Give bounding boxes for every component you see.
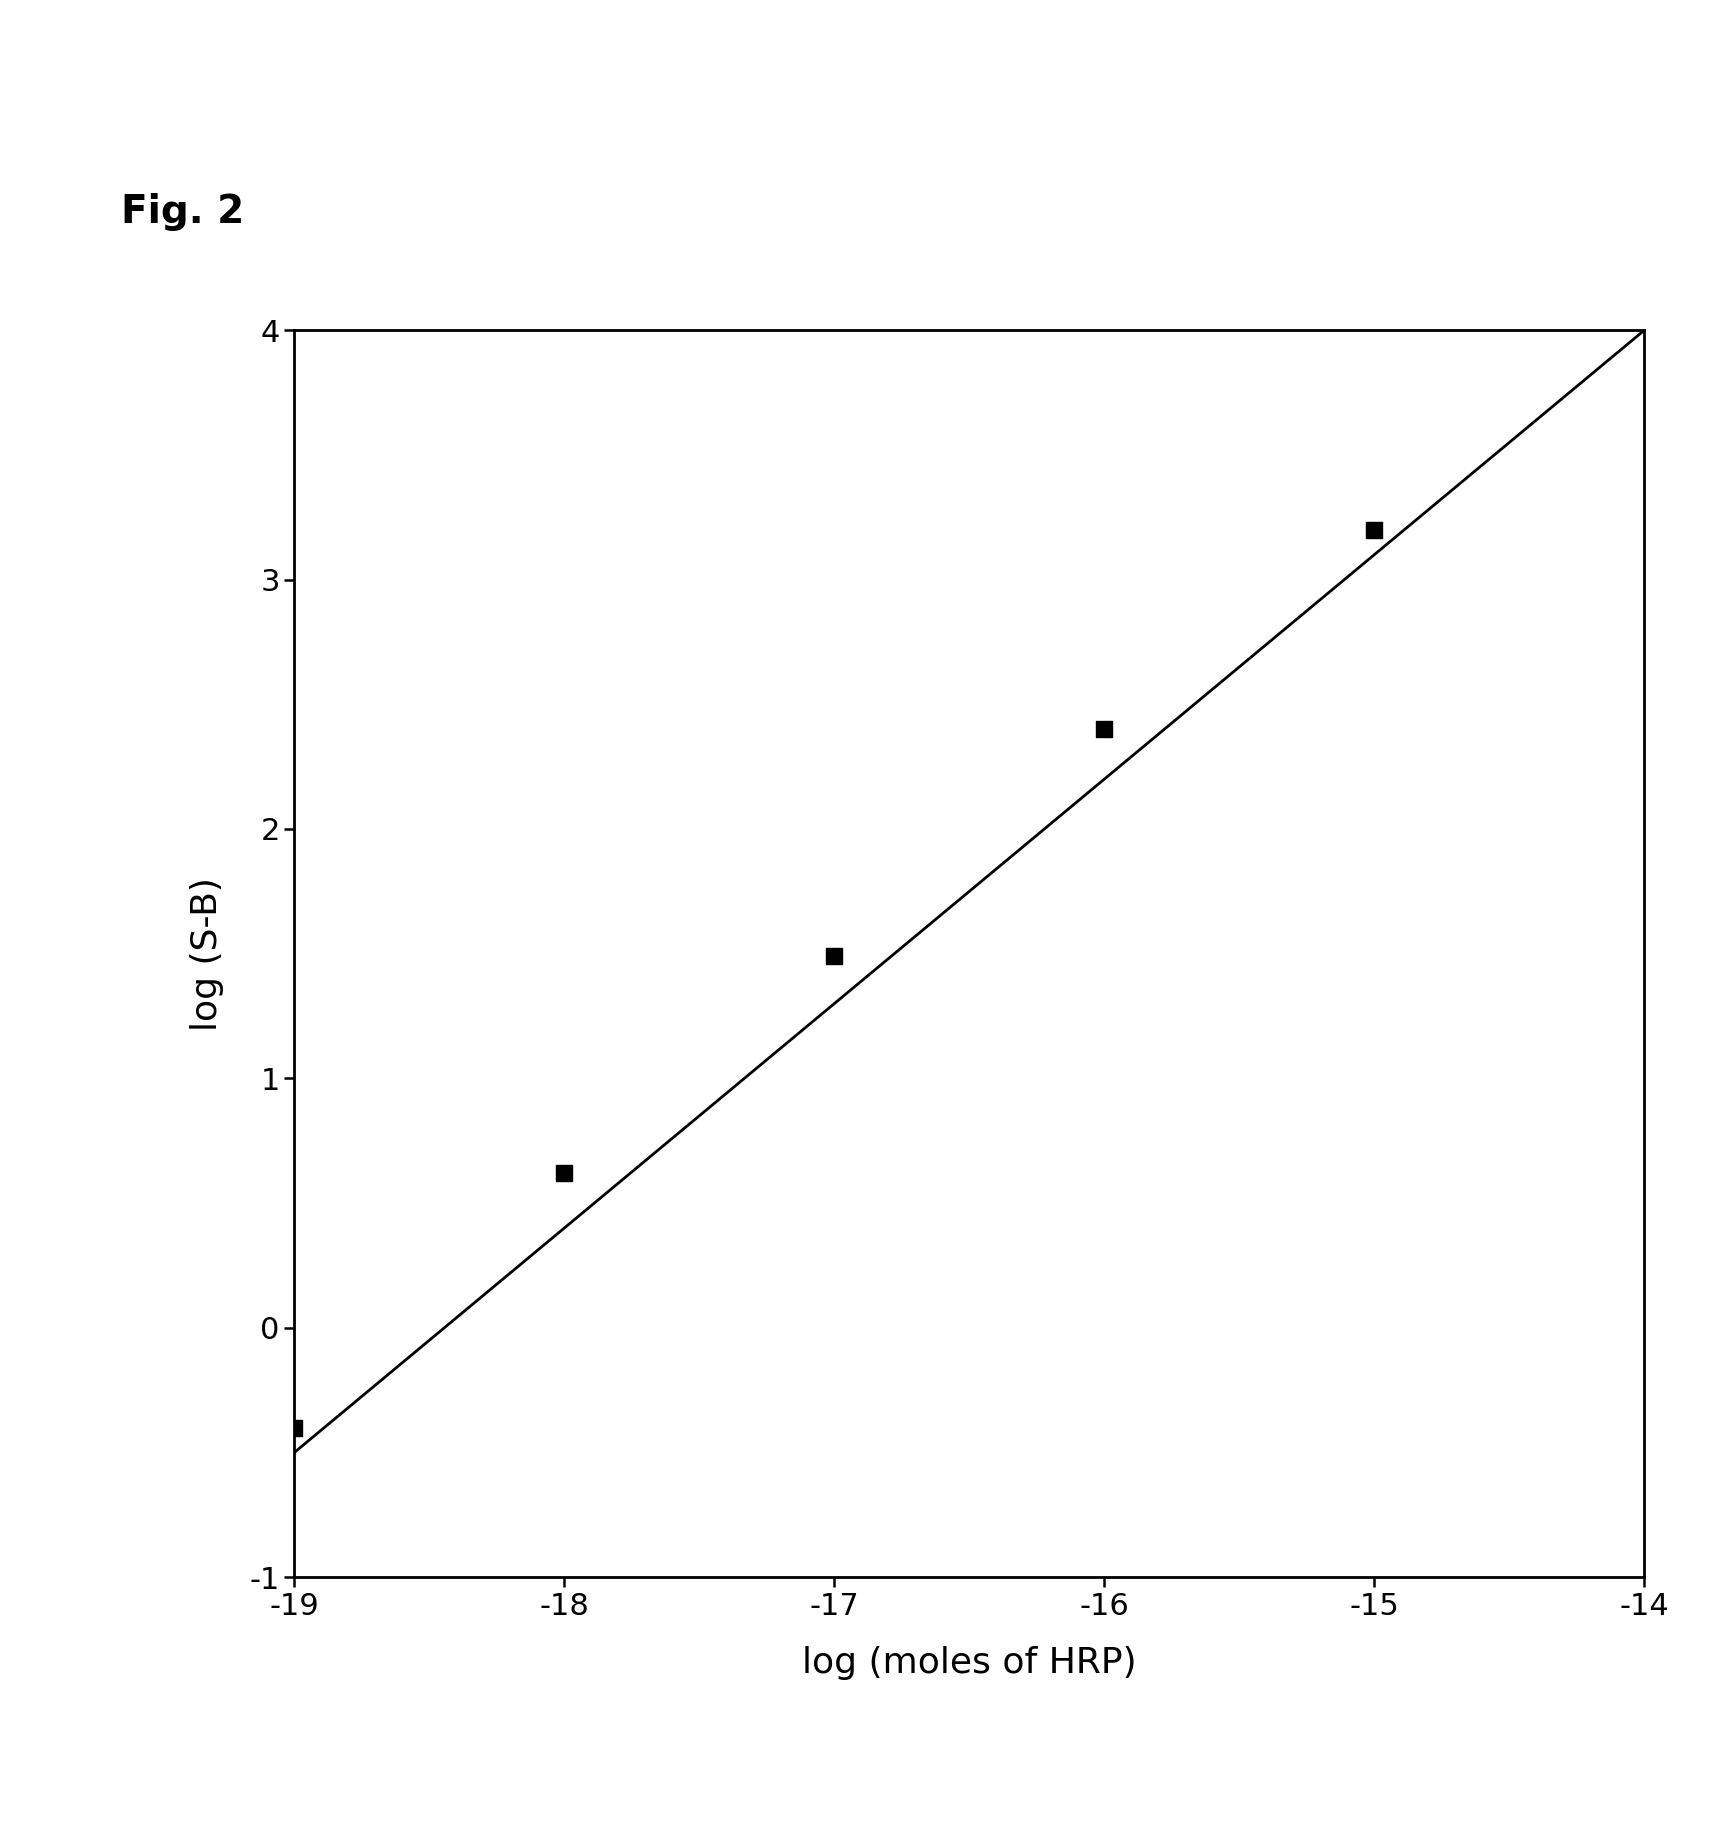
Point — [280, 1412, 308, 1442]
Point — [820, 941, 848, 970]
Y-axis label: log (S-B): log (S-B) — [190, 877, 225, 1031]
Point — [1090, 715, 1118, 745]
X-axis label: log (moles of HRP): log (moles of HRP) — [801, 1645, 1137, 1680]
Text: Fig. 2: Fig. 2 — [121, 193, 244, 231]
Point — [550, 1159, 578, 1188]
Point — [1360, 515, 1387, 545]
